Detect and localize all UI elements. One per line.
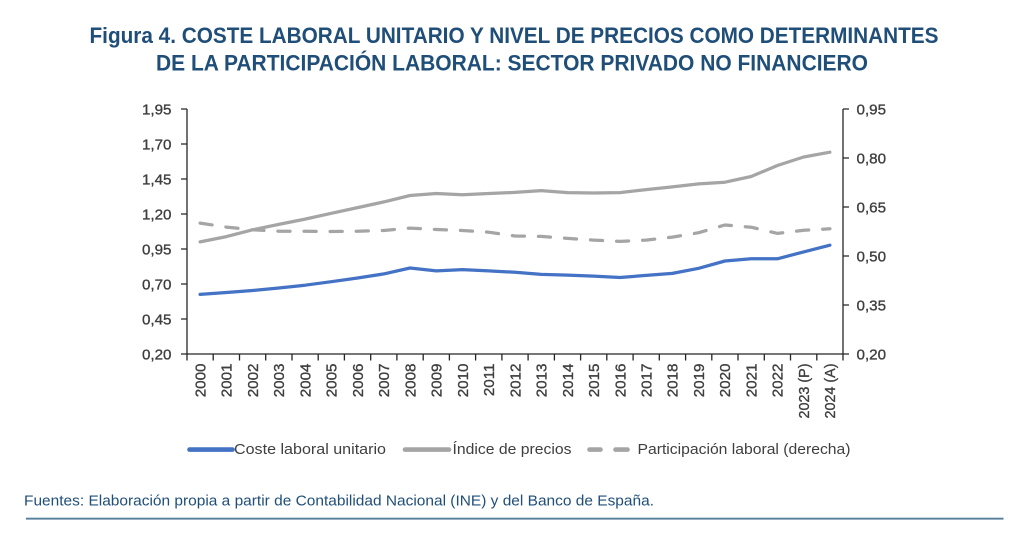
svg-text:2008: 2008 bbox=[402, 364, 419, 398]
svg-text:2001: 2001 bbox=[219, 364, 236, 398]
svg-text:Participación laboral (derecha: Participación laboral (derecha) bbox=[638, 441, 851, 458]
svg-text:1,95: 1,95 bbox=[142, 101, 172, 118]
svg-text:0,20: 0,20 bbox=[142, 346, 172, 363]
svg-text:2010: 2010 bbox=[455, 364, 472, 398]
svg-text:2024 (A): 2024 (A) bbox=[822, 364, 839, 419]
svg-text:0,70: 0,70 bbox=[142, 276, 172, 293]
svg-text:0,95: 0,95 bbox=[142, 241, 172, 258]
svg-text:2014: 2014 bbox=[560, 364, 577, 398]
svg-text:2019: 2019 bbox=[691, 364, 708, 398]
svg-text:DE LA PARTICIPACIÓN LABORAL: S: DE LA PARTICIPACIÓN LABORAL: SECTOR PRIV… bbox=[156, 50, 868, 75]
svg-text:2000: 2000 bbox=[192, 364, 209, 398]
svg-text:0,65: 0,65 bbox=[857, 199, 887, 216]
svg-text:0,45: 0,45 bbox=[142, 311, 172, 328]
svg-text:2023 (P): 2023 (P) bbox=[796, 364, 813, 419]
svg-text:2021: 2021 bbox=[744, 364, 761, 398]
svg-text:1,45: 1,45 bbox=[142, 171, 172, 188]
svg-text:1,70: 1,70 bbox=[142, 136, 172, 153]
svg-text:2007: 2007 bbox=[376, 364, 393, 398]
svg-text:2002: 2002 bbox=[245, 364, 262, 398]
svg-text:Índice de precios: Índice de precios bbox=[453, 441, 572, 458]
svg-text:Figura 4. COSTE LABORAL UNITAR: Figura 4. COSTE LABORAL UNITARIO Y NIVEL… bbox=[90, 23, 939, 48]
svg-text:2004: 2004 bbox=[297, 364, 314, 398]
svg-text:2003: 2003 bbox=[271, 364, 288, 398]
svg-text:2020: 2020 bbox=[717, 364, 734, 398]
svg-text:0,35: 0,35 bbox=[857, 297, 887, 314]
svg-text:0,95: 0,95 bbox=[857, 101, 887, 118]
svg-text:2017: 2017 bbox=[639, 364, 656, 398]
svg-text:1,20: 1,20 bbox=[142, 206, 172, 223]
svg-text:0,50: 0,50 bbox=[857, 248, 887, 265]
svg-text:2013: 2013 bbox=[534, 364, 551, 398]
svg-text:Coste laboral unitario: Coste laboral unitario bbox=[234, 441, 386, 458]
svg-text:2015: 2015 bbox=[586, 364, 603, 398]
svg-text:2011: 2011 bbox=[481, 364, 498, 397]
svg-text:2016: 2016 bbox=[612, 364, 629, 398]
svg-text:2005: 2005 bbox=[324, 364, 341, 398]
svg-text:0,20: 0,20 bbox=[857, 346, 887, 363]
svg-text:2006: 2006 bbox=[350, 364, 367, 398]
svg-text:0,80: 0,80 bbox=[857, 150, 887, 167]
svg-text:2012: 2012 bbox=[507, 364, 524, 398]
svg-text:Fuentes: Elaboración propia a: Fuentes: Elaboración propia a partir de … bbox=[24, 493, 654, 509]
svg-text:2022: 2022 bbox=[770, 364, 787, 398]
svg-text:2018: 2018 bbox=[665, 364, 682, 398]
svg-text:2009: 2009 bbox=[429, 364, 446, 398]
